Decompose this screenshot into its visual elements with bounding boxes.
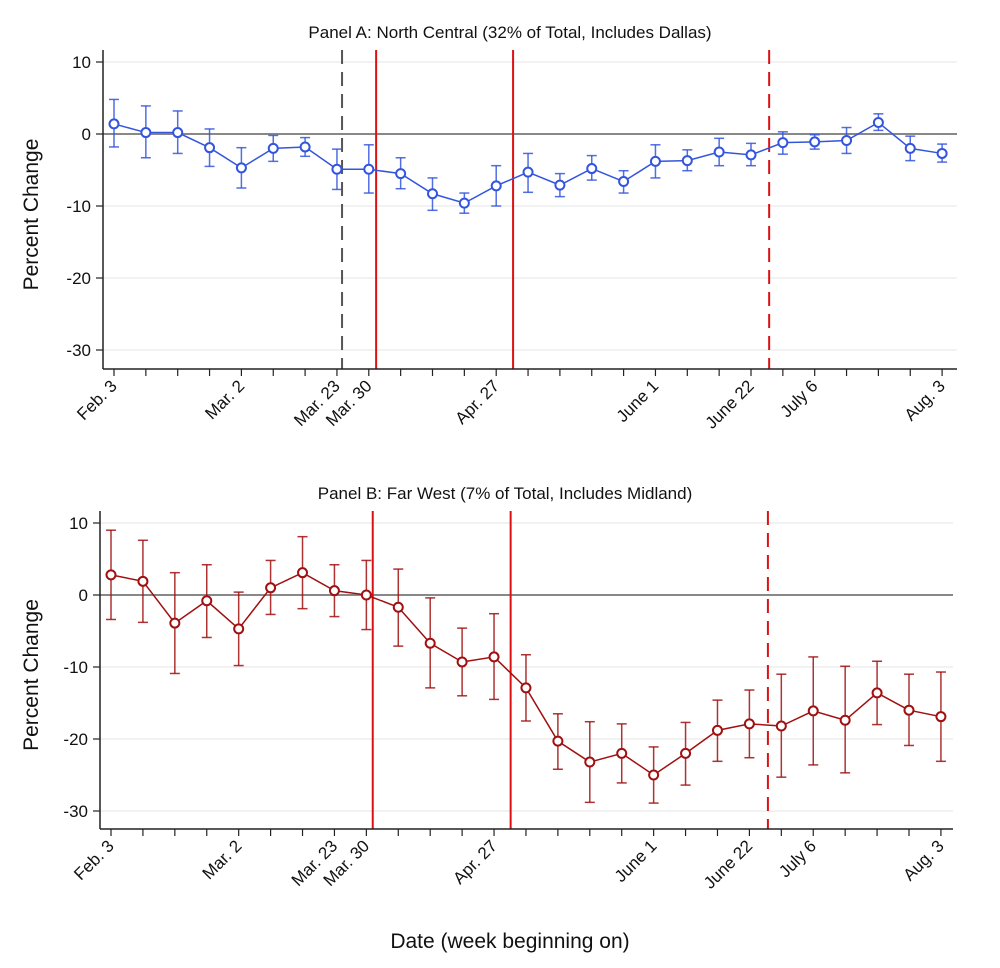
data-point <box>841 134 853 146</box>
data-point <box>936 147 948 159</box>
data-point <box>201 595 213 607</box>
panel-title: Panel A: North Central (32% of Total, In… <box>308 23 711 42</box>
data-point <box>520 682 532 694</box>
data-point <box>649 155 661 167</box>
data-point <box>392 601 404 613</box>
y-tick-label: 10 <box>69 514 88 533</box>
y-tick-label: -10 <box>66 197 91 216</box>
y-tick-label: -20 <box>66 269 91 288</box>
data-point <box>267 142 279 154</box>
data-point <box>233 623 245 635</box>
data-point <box>777 137 789 149</box>
data-point <box>265 582 277 594</box>
data-point <box>807 705 819 717</box>
data-point <box>584 756 596 768</box>
data-point <box>616 747 628 759</box>
data-point <box>169 617 181 629</box>
y-tick-label: -30 <box>63 802 88 821</box>
data-point <box>552 735 564 747</box>
data-point <box>456 656 468 668</box>
data-point <box>775 720 787 732</box>
y-tick-label: -10 <box>63 658 88 677</box>
x-tick-label: Mar. 2 <box>199 836 246 883</box>
data-point <box>648 769 660 781</box>
data-point <box>490 180 502 192</box>
panel-title: Panel B: Far West (7% of Total, Includes… <box>318 484 693 503</box>
panel-a: Panel A: North Central (32% of Total, In… <box>20 23 957 433</box>
x-axis-label: Date (week beginning on) <box>390 930 629 953</box>
x-tick-label: Feb. 3 <box>73 376 121 424</box>
data-point <box>360 589 372 601</box>
data-point <box>839 714 851 726</box>
data-point <box>331 163 343 175</box>
y-tick-label: 0 <box>79 586 88 605</box>
x-tick-label: July 6 <box>777 376 822 421</box>
y-tick-label: -30 <box>66 341 91 360</box>
data-point <box>395 168 407 180</box>
x-tick-label: Apr. 27 <box>449 836 501 888</box>
x-tick-label: Apr. 27 <box>451 376 503 428</box>
data-point <box>328 585 340 597</box>
data-point <box>299 141 311 153</box>
data-point <box>904 142 916 154</box>
data-point <box>424 637 436 649</box>
data-point <box>458 197 470 209</box>
data-point <box>586 163 598 175</box>
data-point <box>172 127 184 139</box>
data-point <box>105 569 117 581</box>
data-point <box>204 142 216 154</box>
x-tick-label: June 22 <box>702 376 758 432</box>
data-point <box>681 155 693 167</box>
data-point <box>554 179 566 191</box>
data-point <box>363 163 375 175</box>
y-tick-label: -20 <box>63 730 88 749</box>
y-axis-label: Percent Change <box>20 139 43 291</box>
x-tick-label: July 6 <box>775 836 820 881</box>
data-point <box>872 116 884 128</box>
data-point <box>108 118 120 130</box>
y-tick-label: 0 <box>82 125 91 144</box>
data-point <box>871 687 883 699</box>
x-tick-label: June 22 <box>700 836 756 892</box>
x-tick-label: Feb. 3 <box>70 836 118 884</box>
data-point <box>713 146 725 158</box>
data-point <box>235 162 247 174</box>
data-point <box>809 136 821 148</box>
data-point <box>297 567 309 579</box>
panel-b: Panel B: Far West (7% of Total, Includes… <box>20 484 953 893</box>
y-tick-label: 10 <box>72 53 91 72</box>
data-point <box>427 188 438 200</box>
data-point <box>745 149 757 161</box>
y-axis-label: Percent Change <box>20 599 43 751</box>
data-point <box>743 718 755 730</box>
data-point <box>680 747 692 759</box>
x-tick-label: June 1 <box>611 836 661 886</box>
x-tick-label: Mar. 2 <box>201 376 248 423</box>
x-tick-label: Aug. 3 <box>900 836 948 884</box>
data-point <box>137 575 149 587</box>
data-point <box>522 166 534 178</box>
x-tick-label: Aug. 3 <box>901 376 949 424</box>
data-point <box>488 651 500 663</box>
x-tick-label: June 1 <box>613 376 663 426</box>
data-point <box>711 724 723 736</box>
data-point <box>935 711 947 723</box>
data-point <box>140 127 152 139</box>
data-point <box>903 704 915 716</box>
data-point <box>618 176 630 188</box>
